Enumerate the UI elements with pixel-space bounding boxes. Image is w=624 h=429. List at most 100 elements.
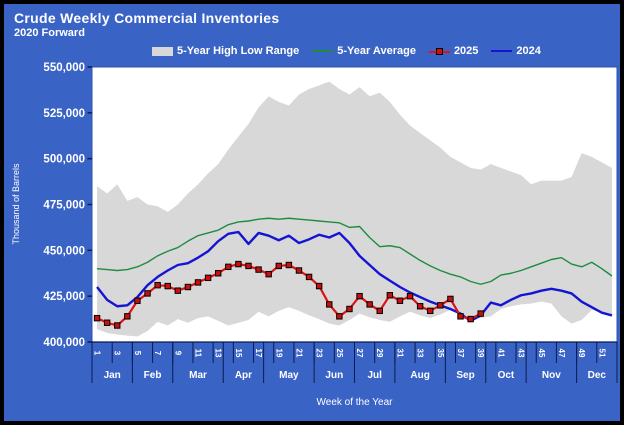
legend-item-5-year-average: 5-Year Average bbox=[312, 45, 416, 57]
legend-label: 5-Year Average bbox=[337, 45, 416, 57]
week-tick-label: 19 bbox=[274, 349, 283, 358]
data-point-marker bbox=[366, 301, 373, 308]
data-point-marker bbox=[235, 260, 242, 268]
month-label: Oct bbox=[498, 370, 515, 381]
data-point-marker bbox=[285, 261, 293, 269]
week-tick-label: 47 bbox=[557, 349, 566, 358]
data-point-marker bbox=[477, 310, 484, 317]
data-point-marker bbox=[194, 279, 202, 286]
legend-line-swatch bbox=[491, 50, 513, 52]
five-year-range-band bbox=[97, 81, 612, 337]
data-point-marker bbox=[184, 283, 192, 291]
week-tick-label: 45 bbox=[537, 349, 546, 358]
y-tick-label: 550,000 bbox=[43, 62, 85, 74]
month-label: Jan bbox=[104, 370, 121, 381]
week-tick-label: 9 bbox=[173, 351, 182, 356]
data-point-marker bbox=[164, 282, 171, 290]
legend-item-2024: 2024 bbox=[491, 45, 541, 57]
month-label: Mar bbox=[189, 370, 207, 381]
data-point-marker bbox=[255, 266, 262, 273]
data-point-marker bbox=[336, 313, 343, 320]
data-point-marker bbox=[416, 303, 424, 310]
month-label: Sep bbox=[456, 370, 474, 381]
data-point-marker bbox=[396, 297, 404, 304]
legend-band-swatch bbox=[152, 46, 173, 56]
legend-item-2025: 2025 bbox=[428, 45, 479, 57]
data-point-marker bbox=[134, 297, 141, 304]
week-tick-label: 13 bbox=[214, 349, 223, 358]
data-point-marker bbox=[215, 270, 222, 277]
y-tick-label: 525,000 bbox=[43, 108, 85, 120]
data-point-marker bbox=[427, 307, 434, 315]
y-axis-title: Thousand of Barrels bbox=[11, 163, 21, 245]
data-point-marker bbox=[295, 267, 303, 274]
week-tick-label: 25 bbox=[335, 349, 344, 358]
month-label: Jun bbox=[325, 370, 343, 381]
chart-canvas: 400,000 425,000 450,000 475,000 500,000 525,0… bbox=[43, 62, 618, 383]
week-tick-label: 21 bbox=[294, 349, 303, 358]
y-axis-ticks: 400,000 425,000 450,000 475,000 500,000 525,0… bbox=[43, 62, 92, 349]
y-tick-label: 475,000 bbox=[43, 200, 85, 212]
y-tick-label: 425,000 bbox=[43, 291, 85, 303]
month-label: Nov bbox=[542, 370, 561, 381]
data-point-marker bbox=[174, 287, 182, 294]
series-2025-markers bbox=[93, 260, 484, 329]
data-point-marker bbox=[245, 262, 252, 270]
data-point-marker bbox=[225, 263, 232, 271]
week-tick-label: 37 bbox=[456, 349, 465, 358]
week-tick-label: 11 bbox=[194, 349, 203, 358]
month-label: May bbox=[279, 370, 299, 381]
chart-legend: 5-Year High Low Range 5-Year Average 2025 2… bbox=[152, 45, 541, 57]
week-tick-label: 1 bbox=[93, 351, 102, 356]
data-point-marker bbox=[114, 322, 121, 329]
data-point-marker bbox=[386, 292, 394, 299]
data-point-marker bbox=[204, 274, 212, 282]
data-point-marker bbox=[315, 282, 323, 290]
data-point-marker bbox=[305, 273, 313, 281]
week-tick-label: 39 bbox=[476, 349, 485, 358]
month-label: Feb bbox=[144, 370, 162, 381]
data-point-marker bbox=[93, 314, 101, 322]
data-point-marker bbox=[124, 313, 131, 320]
data-point-marker bbox=[447, 295, 454, 303]
legend-label: 5-Year High Low Range bbox=[177, 45, 300, 57]
month-label: Dec bbox=[588, 370, 607, 381]
week-tick-label: 5 bbox=[133, 351, 142, 356]
legend-line-swatch bbox=[312, 50, 334, 52]
legend-line-marker-swatch bbox=[428, 47, 450, 55]
week-tick-label: 3 bbox=[113, 351, 122, 356]
series-2024-line bbox=[96, 230, 613, 323]
data-point-marker bbox=[346, 305, 353, 313]
week-tick-label: 27 bbox=[355, 349, 364, 358]
data-point-marker bbox=[467, 315, 474, 323]
y-tick-label: 500,000 bbox=[43, 154, 85, 166]
data-point-marker bbox=[275, 262, 282, 270]
five-year-average-line bbox=[96, 217, 613, 285]
week-tick-label: 29 bbox=[375, 349, 384, 358]
week-tick-label: 33 bbox=[416, 349, 425, 358]
month-label: Aug bbox=[410, 370, 429, 381]
week-tick-label: 7 bbox=[153, 351, 162, 356]
week-tick-label: 41 bbox=[496, 349, 505, 358]
data-point-marker bbox=[437, 302, 444, 309]
data-point-marker bbox=[326, 301, 333, 308]
data-point-marker bbox=[406, 292, 414, 300]
week-tick-label: 49 bbox=[577, 349, 586, 358]
week-tick-label: 43 bbox=[517, 349, 526, 358]
x-axis-month-labels: Jan Feb Mar Apr May Jun Jul Aug Sep Oct Nov Dec bbox=[91, 342, 618, 383]
chart-subtitle: 2020 Forward bbox=[14, 27, 85, 39]
week-tick-label: 35 bbox=[436, 349, 445, 358]
legend-label: 2024 bbox=[516, 45, 541, 57]
data-point-marker bbox=[457, 313, 464, 320]
week-tick-label: 17 bbox=[254, 349, 263, 358]
week-tick-label: 15 bbox=[234, 349, 243, 358]
legend-label: 2025 bbox=[453, 45, 479, 57]
data-point-marker bbox=[154, 281, 161, 289]
legend-item-5-year-high-low-range: 5-Year High Low Range bbox=[152, 45, 299, 57]
month-label: Jul bbox=[367, 370, 382, 381]
y-tick-label: 400,000 bbox=[43, 337, 85, 349]
data-point-marker bbox=[265, 270, 272, 278]
data-point-marker bbox=[103, 319, 111, 326]
data-point-marker bbox=[376, 307, 383, 315]
